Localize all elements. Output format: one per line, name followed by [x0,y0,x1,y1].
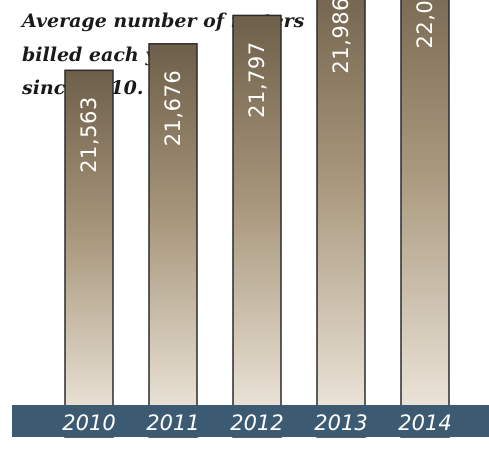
bar-value-label-2014: 22,093 [413,0,437,48]
x-tick-label-2013: 2013 [314,411,367,435]
bar-2012 [232,14,282,438]
x-tick-label-2010: 2010 [62,411,115,435]
bar-value-label-2013: 21,986 [329,0,353,74]
bar-2010 [64,69,114,438]
bar-value-label-2011: 21,676 [161,70,185,146]
bar-value-label-2010: 21,563 [77,96,101,172]
x-tick-label-2014: 2014 [398,411,451,435]
x-tick-label-2012: 2012 [230,411,283,435]
bar-2014 [400,0,450,438]
bar-value-label-2012: 21,797 [245,41,269,117]
bar-2013 [316,0,366,438]
year-axis-band [12,405,489,437]
year-labels-group: 2010 2011 2012 2013 2014 [62,411,451,435]
x-tick-label-2011: 2011 [146,411,199,435]
